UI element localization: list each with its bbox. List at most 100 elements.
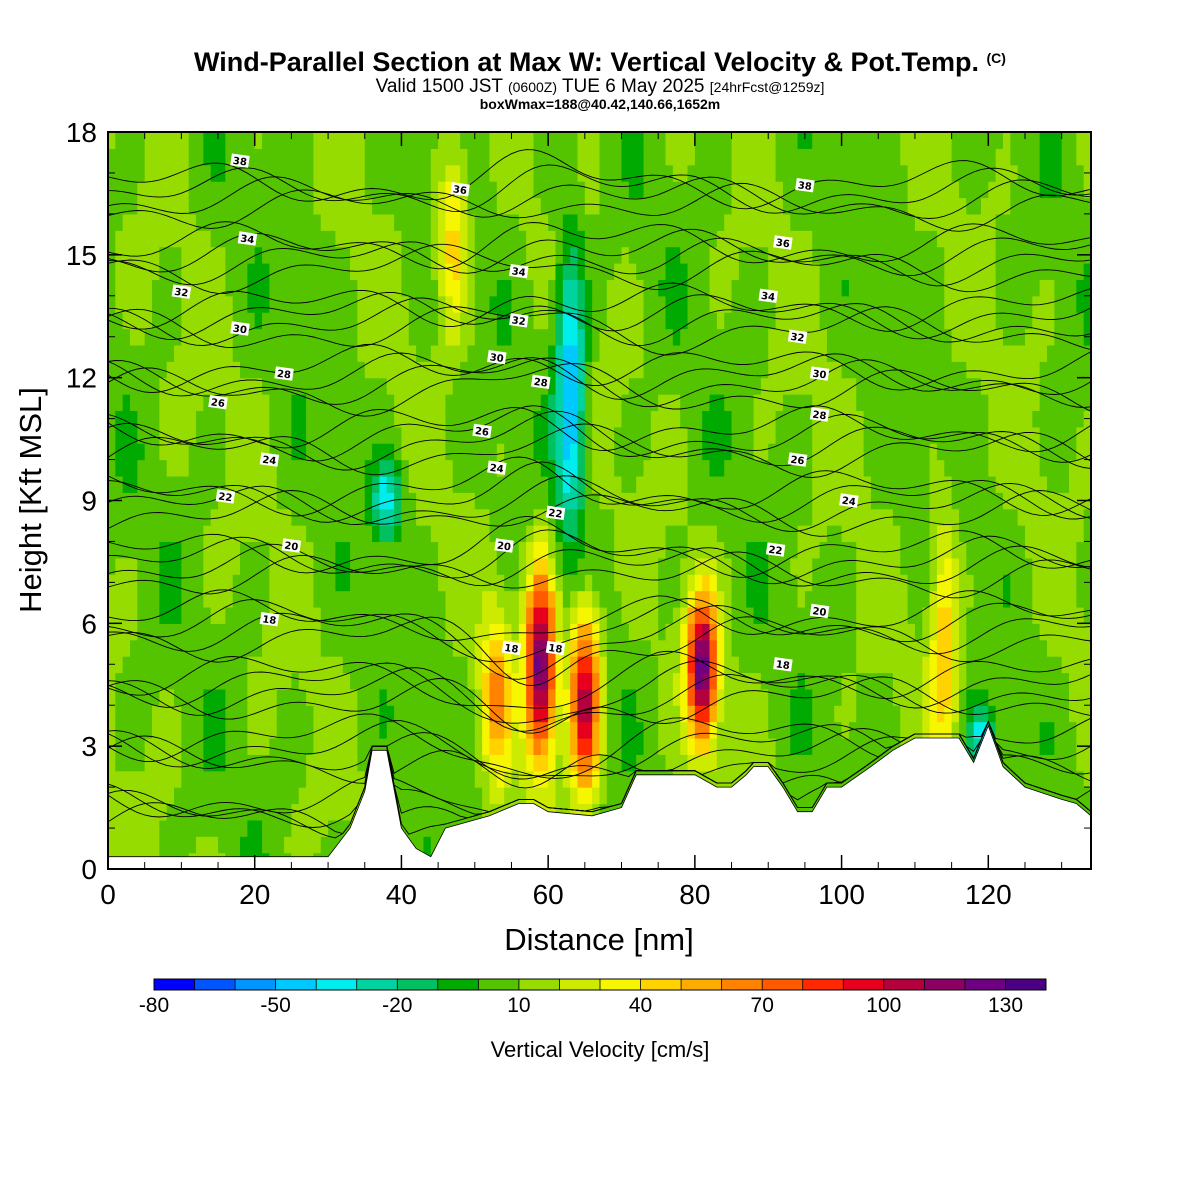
w-cell — [753, 295, 762, 313]
w-cell — [452, 475, 461, 493]
w-cell — [716, 688, 725, 706]
w-cell — [130, 312, 138, 330]
w-cell — [804, 426, 813, 444]
w-cell — [746, 377, 755, 395]
w-cell — [328, 279, 337, 297]
w-cell — [885, 132, 894, 149]
w-cell — [548, 754, 557, 772]
w-cell — [342, 721, 351, 739]
w-cell — [628, 132, 637, 149]
w-cell — [834, 770, 843, 788]
w-cell — [592, 754, 601, 772]
w-cell — [174, 246, 182, 264]
w-cell — [526, 508, 535, 526]
w-cell — [782, 508, 791, 526]
w-cell — [152, 803, 160, 821]
w-cell — [276, 443, 285, 461]
w-cell — [819, 197, 828, 215]
w-cell — [518, 737, 527, 755]
w-cell — [247, 394, 256, 412]
w-cell — [152, 656, 160, 674]
w-cell — [716, 639, 725, 657]
w-cell — [716, 279, 725, 297]
w-cell — [738, 263, 747, 280]
w-cell — [511, 541, 520, 559]
w-cell — [511, 230, 520, 248]
w-cell — [430, 574, 439, 592]
w-cell — [775, 705, 784, 723]
w-cell — [225, 754, 234, 772]
w-cell — [511, 475, 520, 493]
w-cell — [636, 246, 645, 264]
w-cell — [137, 410, 146, 428]
w-cell — [408, 344, 417, 362]
w-cell — [841, 230, 850, 248]
w-cell — [775, 279, 784, 297]
w-cell — [724, 475, 733, 493]
w-cell — [174, 312, 182, 330]
w-cell — [247, 263, 256, 280]
w-cell — [262, 803, 270, 821]
w-cell — [599, 410, 608, 428]
w-cell — [870, 295, 879, 313]
w-cell — [709, 197, 718, 215]
w-cell — [298, 263, 307, 280]
w-cell — [570, 295, 579, 313]
w-cell — [416, 754, 425, 772]
w-cell — [570, 590, 579, 608]
w-cell — [144, 246, 153, 264]
w-cell — [731, 344, 740, 362]
w-cell — [210, 525, 219, 543]
w-cell — [636, 721, 645, 739]
w-cell — [548, 787, 557, 805]
w-cell — [379, 590, 388, 608]
w-cell — [775, 525, 784, 543]
w-cell — [474, 557, 483, 575]
w-cell — [768, 508, 777, 526]
w-cell — [687, 492, 696, 510]
w-cell — [834, 688, 843, 706]
w-cell — [628, 459, 637, 477]
w-cell — [386, 312, 395, 330]
w-cell — [115, 394, 124, 412]
w-cell — [203, 623, 212, 641]
w-cell — [232, 181, 241, 199]
w-cell — [262, 819, 270, 837]
w-cell — [863, 721, 872, 739]
w-cell — [753, 508, 762, 526]
w-cell — [621, 263, 630, 280]
w-cell — [760, 328, 769, 346]
w-cell — [570, 459, 579, 477]
w-cell — [856, 246, 865, 264]
w-cell — [210, 459, 219, 477]
w-cell — [460, 606, 469, 624]
w-cell — [379, 525, 388, 543]
w-cell — [900, 541, 909, 559]
w-cell — [386, 164, 395, 182]
w-cell — [306, 656, 315, 674]
w-cell — [335, 606, 344, 624]
w-cell — [540, 230, 549, 248]
w-cell — [159, 279, 168, 297]
w-cell — [702, 508, 711, 526]
w-cell — [467, 263, 476, 280]
w-cell — [665, 443, 674, 461]
w-cell — [511, 394, 520, 412]
w-cell — [907, 541, 916, 559]
w-cell — [577, 230, 586, 248]
w-cell — [181, 197, 190, 215]
w-cell — [438, 803, 447, 821]
w-cell — [716, 213, 725, 231]
w-cell — [144, 197, 153, 215]
w-cell — [907, 590, 916, 608]
w-cell — [680, 606, 689, 624]
w-cell — [254, 574, 263, 592]
box-wmax-info: boxWmax=188@40.42,140.66,1652m — [479, 96, 721, 112]
w-cell — [768, 623, 777, 641]
w-cell — [606, 361, 615, 379]
w-cell — [709, 574, 718, 592]
w-cell — [474, 377, 483, 395]
w-cell — [716, 525, 725, 543]
w-cell — [144, 492, 153, 510]
w-cell — [738, 754, 747, 772]
